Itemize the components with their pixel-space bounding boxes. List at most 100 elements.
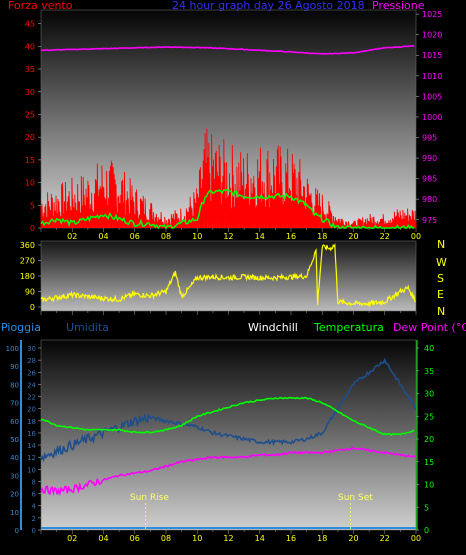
- bottom-panel-x-tick-label: 10: [192, 534, 202, 543]
- temperature-tick-label: 40: [424, 344, 434, 353]
- top-panel-x-tick-label: 16: [286, 232, 296, 241]
- bottom-panel-x-tick-label: 12: [223, 534, 233, 543]
- humidity-tick-label: 8: [32, 478, 36, 486]
- chart-marks: 02 04 06 08 10 12 14 16 18 20 22 000510152025303540…: [6, 9, 442, 543]
- humidity-tick-label: 24: [27, 381, 36, 389]
- middle-left-tick-label: 90: [25, 288, 35, 297]
- top-left-tick-label: 25: [25, 110, 35, 119]
- top-panel-x-tick-label: 12: [223, 232, 233, 241]
- top-panel-x-tick-label: 10: [192, 232, 202, 241]
- top-left-tick-label: 10: [25, 179, 35, 188]
- top-panel-x-tick-label: 04: [98, 232, 108, 241]
- top-left-tick-label: 5: [30, 201, 35, 210]
- sunrise-label: Sun Rise: [130, 493, 169, 503]
- humidity-series: [40, 357, 417, 463]
- bottom-panel-x-tick-label: 22: [380, 534, 390, 543]
- top-left-tick-label: 15: [25, 156, 35, 165]
- top-panel-x-tick-label: 08: [161, 232, 171, 241]
- top-right-tick-label: 1010: [422, 72, 442, 81]
- windchill-label: Windchill: [248, 321, 298, 334]
- middle-left-tick-label: 180: [20, 272, 35, 281]
- top-panel-x-tick-label: 06: [130, 232, 140, 241]
- rain-tick-label: 60: [10, 418, 19, 426]
- rain-tick-label: 80: [10, 381, 19, 389]
- middle-left-tick-label: 0: [30, 303, 35, 312]
- rain-tick-label: 50: [10, 436, 19, 444]
- top-panel-x-tick-label: 00: [411, 232, 421, 241]
- compass-w: W: [436, 256, 447, 269]
- bottom-panel-x-tick-label: 04: [98, 534, 108, 543]
- rain-label: Pioggia: [1, 321, 41, 334]
- middle-left-tick-label: 360: [20, 241, 35, 250]
- humidity-tick-label: 20: [27, 406, 36, 414]
- rain-tick-label: 0: [15, 527, 19, 535]
- chart-title: 24 hour graph day 26 Agosto 2018: [172, 0, 365, 12]
- temperature-tick-label: 0: [424, 526, 429, 535]
- rain-tick-label: 100: [6, 345, 19, 353]
- top-right-tick-label: 975: [422, 216, 437, 225]
- humidity-tick-label: 0: [32, 527, 36, 535]
- top-right-tick-label: 1025: [422, 10, 442, 19]
- humidity-tick-label: 28: [27, 357, 36, 365]
- bottom-panel-x-tick-label: 20: [348, 534, 358, 543]
- temperature-tick-label: 5: [424, 503, 429, 512]
- humidity-tick-label: 22: [27, 394, 36, 402]
- compass-s: S: [437, 272, 444, 285]
- top-panel-x-tick-label: 18: [317, 232, 327, 241]
- dewpoint-series: [40, 446, 417, 497]
- temperature-tick-label: 10: [424, 481, 434, 490]
- rain-tick-label: 10: [10, 509, 19, 517]
- middle-panel-background: [41, 241, 416, 311]
- top-left-tick-label: 20: [25, 133, 35, 142]
- temperature-tick-label: 30: [424, 390, 434, 399]
- rain-tick-label: 90: [10, 363, 19, 371]
- rain-tick-label: 30: [10, 472, 19, 480]
- top-left-tick-label: 35: [25, 65, 35, 74]
- humidity-tick-label: 2: [32, 515, 36, 523]
- bottom-panel-x-tick-label: 16: [286, 534, 296, 543]
- humidity-tick-label: 10: [27, 466, 36, 474]
- temperature-label: Temperatura: [313, 321, 384, 334]
- compass-n-top: N: [437, 238, 445, 251]
- top-panel-x-tick-label: 20: [348, 232, 358, 241]
- humidity-tick-label: 18: [27, 418, 36, 426]
- top-right-tick-label: 985: [422, 175, 437, 184]
- temperature-tick-label: 25: [424, 412, 434, 421]
- top-left-tick-label: 30: [25, 88, 35, 97]
- top-left-tick-label: 40: [25, 42, 35, 51]
- wind-average-series: [40, 189, 415, 230]
- humidity-tick-label: 4: [32, 503, 37, 511]
- bottom-panel-x-tick-label: 08: [161, 534, 171, 543]
- top-left-tick-label: 0: [30, 224, 35, 233]
- humidity-tick-label: 30: [27, 345, 36, 353]
- dewpoint-label: Dew Point (°C): [393, 321, 466, 334]
- humidity-tick-label: 26: [27, 369, 36, 377]
- pressure-label: Pressione: [372, 0, 425, 12]
- bottom-panel-x-tick-label: 14: [255, 534, 265, 543]
- rain-tick-label: 70: [10, 400, 19, 408]
- top-right-tick-label: 990: [422, 154, 437, 163]
- top-right-tick-label: 1005: [422, 92, 442, 101]
- top-right-tick-label: 1020: [422, 31, 442, 40]
- rain-tick-label: 40: [10, 454, 19, 462]
- top-right-tick-label: 980: [422, 195, 437, 204]
- wind-speed-label: Forza vento: [8, 0, 73, 12]
- temperature-series: [40, 396, 415, 437]
- humidity-tick-label: 6: [32, 491, 37, 499]
- pressure-series: [40, 44, 415, 55]
- bottom-panel-x-tick-label: 02: [67, 534, 77, 543]
- wind-gust-series: [40, 128, 417, 229]
- temperature-tick-label: 15: [424, 458, 434, 467]
- bottom-panel-x-tick-label: 00: [411, 534, 421, 543]
- humidity-label: Umidita: [66, 321, 109, 334]
- temperature-tick-label: 35: [424, 367, 434, 376]
- bottom-panel-x-tick-label: 18: [317, 534, 327, 543]
- top-right-tick-label: 1000: [422, 113, 442, 122]
- middle-left-tick-label: 270: [20, 257, 35, 266]
- top-right-tick-label: 995: [422, 134, 437, 143]
- humidity-tick-label: 12: [27, 454, 36, 462]
- wind-direction-series: [40, 243, 416, 308]
- top-panel-x-tick-label: 02: [67, 232, 77, 241]
- compass-e: E: [437, 288, 444, 301]
